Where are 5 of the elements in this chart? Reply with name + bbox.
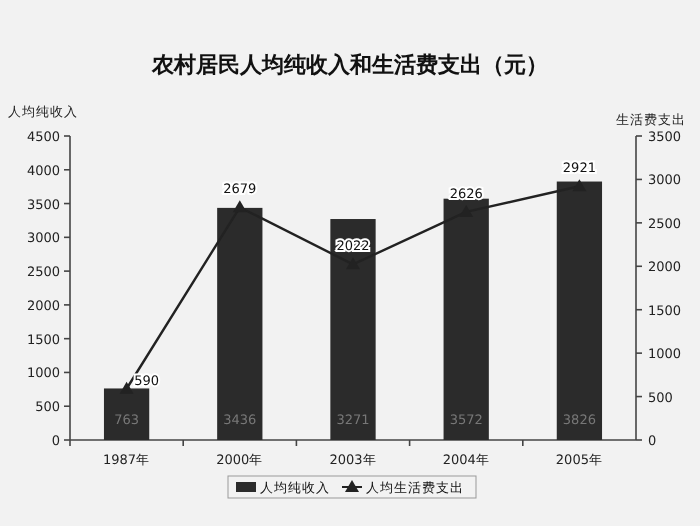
point [232,200,247,213]
point [119,381,134,394]
bar [103,388,150,440]
chart-title: 农村居民人均纯收入和生活费支出（元） [150,52,548,78]
point [572,179,587,192]
